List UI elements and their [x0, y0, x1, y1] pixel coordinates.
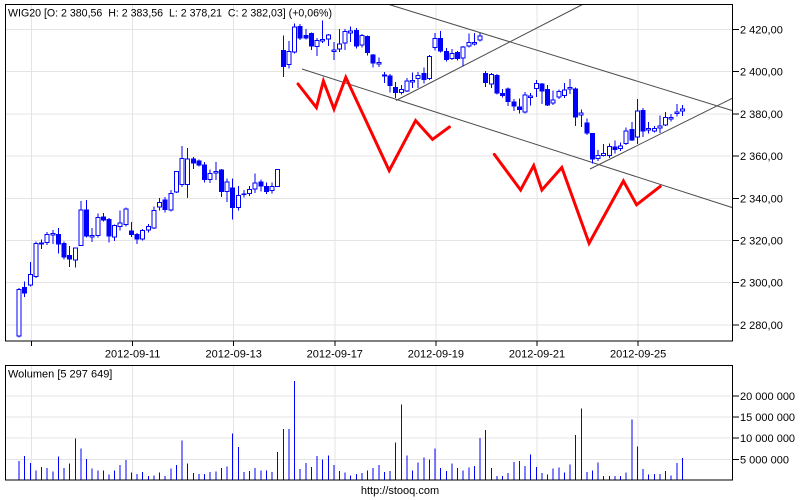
svg-text:10 000 000: 10 000 000: [740, 433, 795, 445]
svg-text:2012-09-17: 2012-09-17: [307, 349, 363, 361]
svg-text:2012-09-25: 2012-09-25: [610, 349, 666, 361]
svg-text:2 320,00: 2 320,00: [740, 236, 783, 248]
svg-text:2012-09-21: 2012-09-21: [509, 349, 565, 361]
svg-text:http://stooq.com: http://stooq.com: [361, 485, 439, 497]
svg-text:2 400,00: 2 400,00: [740, 67, 783, 79]
svg-text:2 380,00: 2 380,00: [740, 109, 783, 121]
svg-text:Wolumen [5 297 649]: Wolumen [5 297 649]: [8, 369, 112, 381]
svg-text:20 000 000: 20 000 000: [740, 391, 795, 403]
svg-text:2 340,00: 2 340,00: [740, 193, 783, 205]
svg-text:2 280,00: 2 280,00: [740, 320, 783, 332]
svg-text:2 300,00: 2 300,00: [740, 278, 783, 290]
svg-text:15 000 000: 15 000 000: [740, 412, 795, 424]
svg-text:WIG20 [O: 2 380,56 H: 2 383,5: WIG20 [O: 2 380,56 H: 2 383,56 L: 2 378,…: [8, 8, 332, 20]
svg-text:2012-09-13: 2012-09-13: [206, 349, 262, 361]
svg-text:2 420,00: 2 420,00: [740, 25, 783, 37]
svg-text:2012-09-11: 2012-09-11: [105, 349, 160, 361]
svg-text:2012-09-19: 2012-09-19: [408, 349, 464, 361]
svg-text:2 360,00: 2 360,00: [740, 151, 783, 163]
svg-text:5 000 000: 5 000 000: [740, 454, 789, 466]
